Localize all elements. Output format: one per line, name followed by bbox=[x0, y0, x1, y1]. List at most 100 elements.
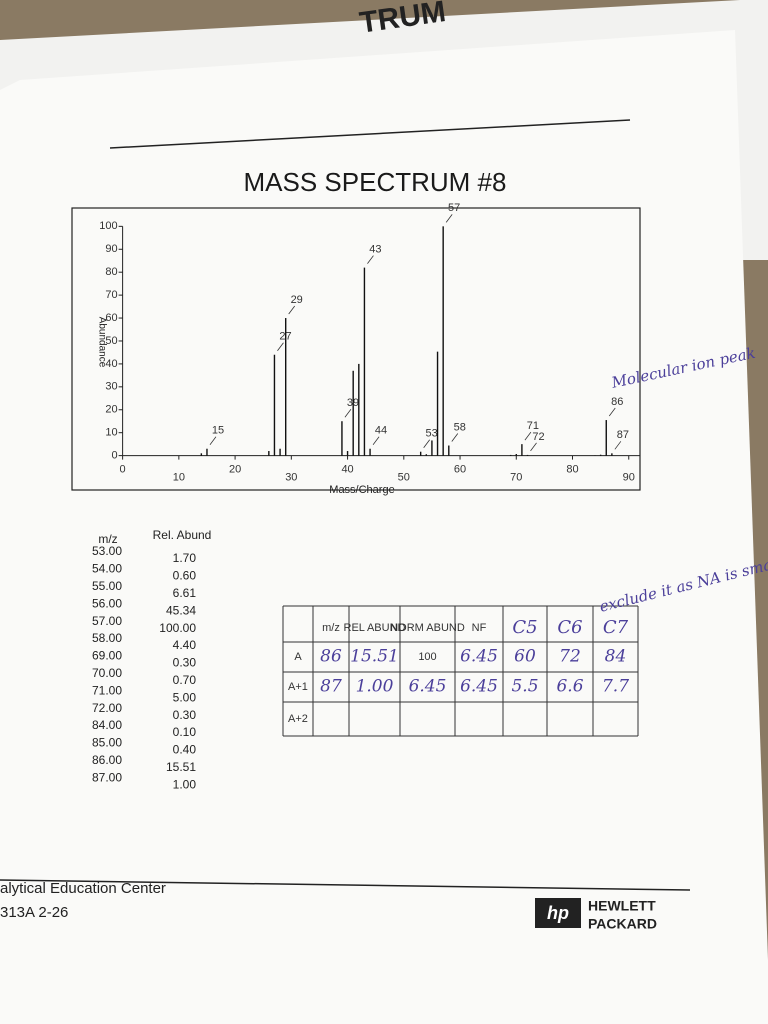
rule bbox=[109, 119, 631, 149]
header: C7 bbox=[603, 617, 629, 638]
peak bbox=[358, 363, 360, 456]
peak-label: 43 bbox=[369, 244, 381, 256]
peak-leader bbox=[530, 442, 537, 452]
peak-leader bbox=[372, 436, 380, 445]
header: m/z bbox=[322, 622, 340, 634]
brand-line1: HEWLETT bbox=[588, 898, 656, 914]
peak bbox=[521, 444, 523, 456]
cell: 100 bbox=[418, 651, 436, 663]
paper bbox=[0, 30, 768, 1024]
peak bbox=[352, 370, 354, 456]
cell: 100.00 bbox=[159, 621, 196, 635]
cell: A bbox=[294, 651, 302, 663]
y-tick-label: 50 bbox=[105, 335, 117, 347]
y-tick-label: 100 bbox=[99, 220, 117, 232]
cell: 53.00 bbox=[92, 544, 122, 558]
peak bbox=[611, 453, 613, 456]
peak-leader bbox=[367, 255, 374, 264]
y-tick-label: 80 bbox=[105, 266, 117, 278]
peak bbox=[369, 448, 371, 456]
peak-label: 15 bbox=[212, 425, 224, 437]
peak bbox=[509, 454, 512, 456]
y-tick-label: 60 bbox=[105, 312, 117, 324]
peak bbox=[363, 267, 366, 456]
peak bbox=[442, 226, 444, 456]
cell: 57.00 bbox=[92, 614, 122, 628]
cell: 84.00 bbox=[92, 718, 122, 732]
peak-table: m/z Rel. Abund 53.00 1.70 54.00 0.60 55.00 6.61… bbox=[92, 528, 211, 791]
peak-label: 71 bbox=[527, 420, 539, 432]
cell: 0.40 bbox=[173, 743, 197, 757]
cell: 58.00 bbox=[92, 631, 122, 645]
x-tick-label: 90 bbox=[623, 472, 635, 484]
peak bbox=[419, 451, 422, 456]
cell: 70.00 bbox=[92, 666, 122, 680]
peak-label: 57 bbox=[448, 202, 460, 214]
peak-leader bbox=[524, 431, 532, 441]
peak bbox=[425, 454, 427, 456]
cell: 0.30 bbox=[173, 656, 197, 670]
peak-leader bbox=[344, 408, 352, 418]
y-tick-label: 0 bbox=[111, 450, 117, 462]
x-tick-label: 0 bbox=[120, 464, 126, 476]
peak-leader bbox=[451, 433, 459, 442]
peak-label: 86 bbox=[611, 396, 623, 408]
cell: 86 bbox=[320, 647, 342, 667]
cell: 72.00 bbox=[92, 701, 122, 715]
cell: 5.5 bbox=[511, 677, 538, 697]
x-tick-label: 70 bbox=[510, 472, 522, 484]
cell: 54.00 bbox=[92, 562, 122, 576]
peak bbox=[605, 420, 607, 456]
x-tick-label: 30 bbox=[285, 472, 297, 484]
peak bbox=[526, 454, 529, 456]
cell: 1.00 bbox=[356, 677, 394, 697]
peak-label: 53 bbox=[426, 428, 438, 440]
peak bbox=[515, 454, 517, 456]
cell: 84 bbox=[605, 647, 627, 667]
y-tick-label: 30 bbox=[105, 381, 117, 393]
peak bbox=[279, 448, 281, 456]
cell: 6.45 bbox=[460, 677, 498, 697]
cell: 6.6 bbox=[556, 677, 583, 697]
cell: A+2 bbox=[288, 713, 308, 725]
peak-leader bbox=[608, 407, 616, 417]
y-tick-label: 20 bbox=[105, 404, 117, 416]
footer-line2: 313A 2-26 bbox=[0, 904, 68, 921]
y-tick-label: 40 bbox=[105, 358, 117, 370]
cell: 87.00 bbox=[92, 770, 122, 784]
header: C5 bbox=[512, 617, 537, 638]
y-tick-label: 10 bbox=[105, 427, 117, 439]
cell: 71.00 bbox=[92, 683, 122, 697]
peak-leader bbox=[445, 214, 453, 223]
header: REL ABUND bbox=[344, 622, 406, 634]
cell: 4.40 bbox=[173, 638, 197, 652]
x-tick-label: 40 bbox=[341, 464, 353, 476]
cell: 45.34 bbox=[166, 603, 196, 617]
peak bbox=[341, 421, 343, 456]
footer-rule bbox=[0, 879, 691, 891]
x-tick-label: 20 bbox=[229, 464, 241, 476]
cell: 6.45 bbox=[409, 677, 447, 697]
peak-leader bbox=[277, 342, 284, 351]
cell: 6.61 bbox=[173, 586, 197, 600]
cell: A+1 bbox=[288, 681, 308, 693]
cell: 15.51 bbox=[350, 647, 399, 667]
peak bbox=[346, 451, 349, 456]
cell: 87 bbox=[320, 677, 342, 697]
cell: 0.10 bbox=[173, 725, 197, 739]
peak bbox=[448, 445, 450, 456]
cell: 0.60 bbox=[173, 569, 197, 583]
peak-label: 87 bbox=[617, 429, 629, 441]
peak-label: 29 bbox=[291, 294, 303, 306]
peak-leader bbox=[209, 436, 217, 445]
peak bbox=[599, 454, 602, 456]
chart-layer: 0 10 20 30 40 50 60 70 80 90 100 0 10 20 30 40 50 60 70 80 9… bbox=[99, 202, 640, 484]
peak bbox=[200, 453, 203, 456]
header: Rel. Abund bbox=[153, 528, 212, 542]
x-tick-label: 50 bbox=[398, 472, 410, 484]
peak-label: 72 bbox=[532, 431, 544, 443]
peak bbox=[436, 351, 439, 456]
cell: 60 bbox=[514, 647, 536, 667]
peak bbox=[206, 448, 208, 456]
